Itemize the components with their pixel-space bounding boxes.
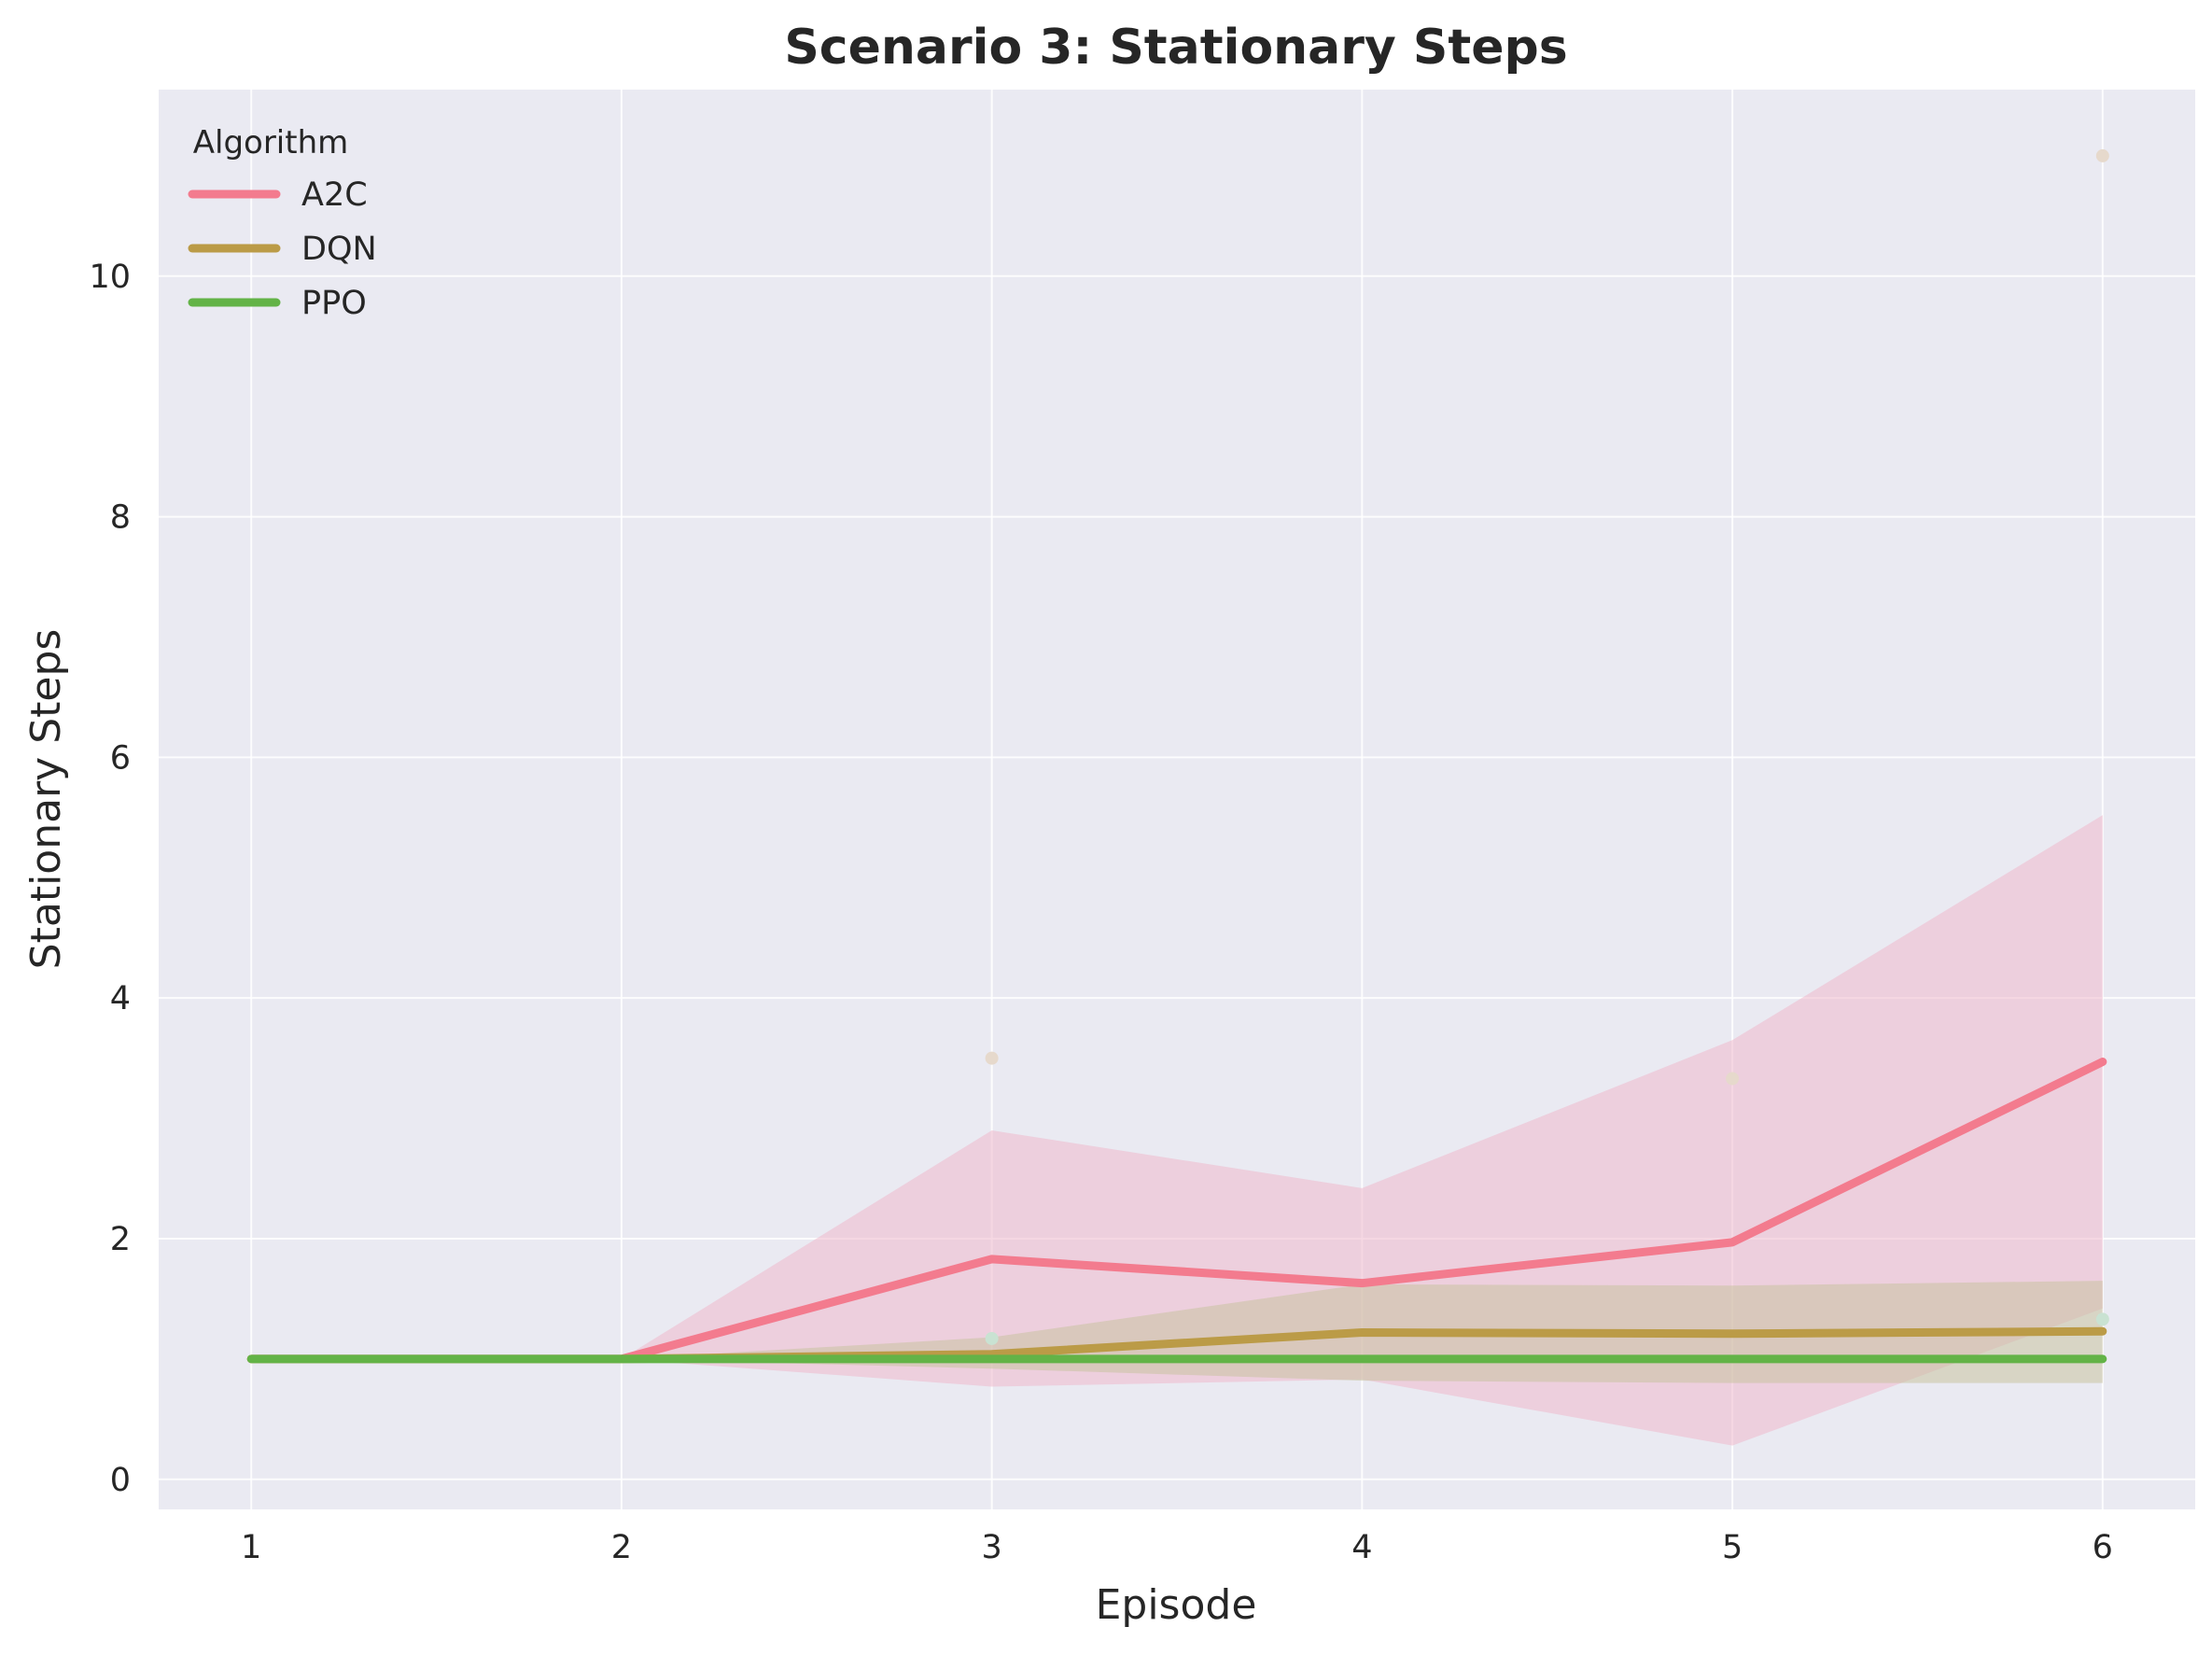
legend-label: DQN (301, 231, 377, 268)
legend-item-ppo: PPO (188, 285, 367, 322)
legend-label: PPO (301, 285, 367, 322)
scatter-points (985, 148, 2109, 1345)
legend: Algorithm A2C DQN PPO (188, 124, 377, 322)
x-tick-label: 2 (611, 1529, 632, 1566)
y-axis-label: Stationary Steps (22, 629, 70, 970)
y-tick-label: 6 (110, 739, 131, 777)
x-tick-label: 3 (981, 1529, 1001, 1566)
tick-labels: 1 2 3 4 5 6 0 2 4 6 8 10 (89, 259, 2113, 1566)
scatter-point (2095, 1312, 2109, 1326)
y-tick-label: 10 (89, 259, 131, 296)
y-tick-label: 8 (110, 499, 131, 537)
chart-title: Scenario 3: Stationary Steps (784, 20, 1567, 76)
legend-label: A2C (301, 176, 368, 214)
legend-item-dqn: DQN (188, 231, 377, 268)
scatter-point (985, 1331, 999, 1345)
scatter-point (1726, 1072, 1740, 1086)
y-tick-label: 4 (110, 980, 131, 1017)
x-tick-label: 4 (1351, 1529, 1372, 1566)
y-tick-label: 2 (110, 1221, 131, 1258)
x-tick-label: 1 (241, 1529, 261, 1566)
x-tick-label: 5 (1722, 1529, 1743, 1566)
scatter-point (2095, 148, 2109, 162)
x-axis-label: Episode (1096, 1581, 1257, 1629)
legend-item-a2c: A2C (188, 176, 368, 214)
series-lines (246, 1057, 2107, 1364)
x-tick-label: 6 (2093, 1529, 2113, 1566)
y-tick-label: 0 (110, 1462, 131, 1499)
scatter-point (985, 1051, 999, 1065)
legend-title: Algorithm (193, 124, 349, 161)
